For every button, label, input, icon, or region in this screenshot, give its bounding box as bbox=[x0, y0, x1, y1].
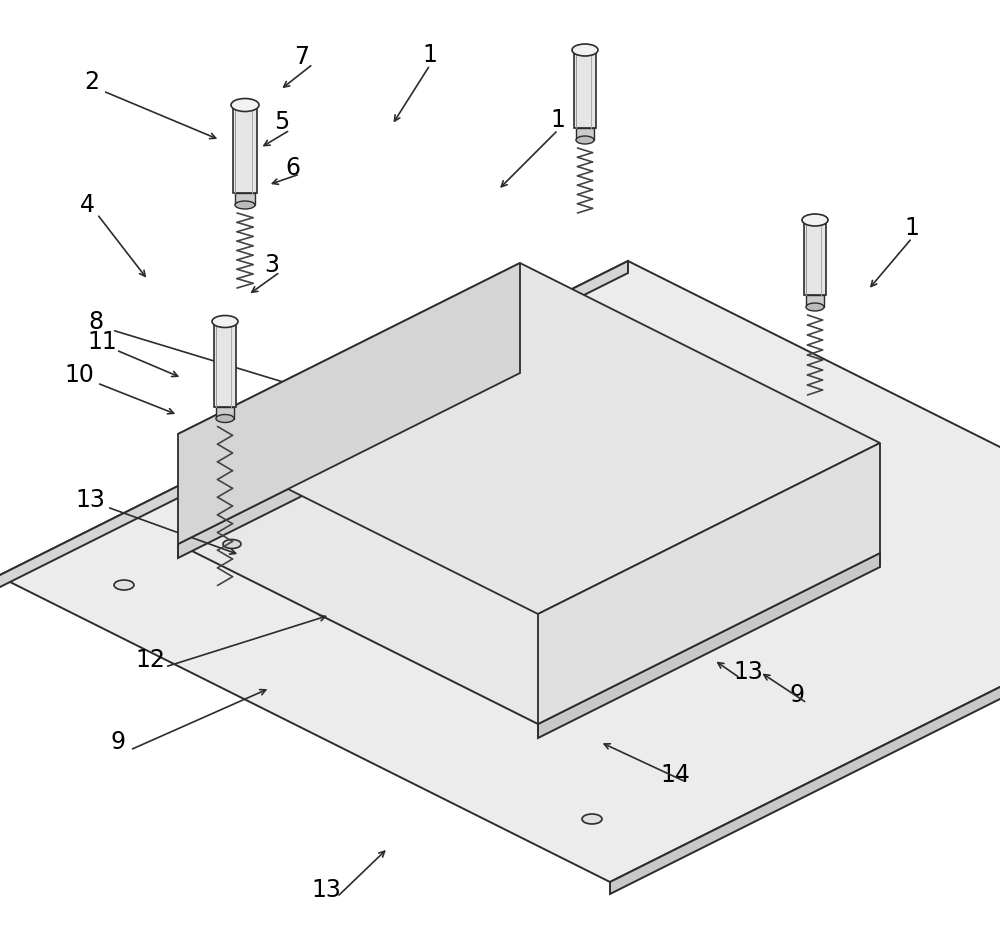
Polygon shape bbox=[803, 479, 809, 592]
Polygon shape bbox=[854, 453, 861, 565]
Polygon shape bbox=[701, 530, 707, 643]
Polygon shape bbox=[574, 50, 596, 128]
Polygon shape bbox=[178, 373, 520, 558]
Text: 2: 2 bbox=[84, 70, 100, 94]
Text: 1: 1 bbox=[551, 108, 565, 132]
Polygon shape bbox=[538, 553, 880, 738]
Text: 12: 12 bbox=[135, 648, 165, 672]
Text: 14: 14 bbox=[660, 763, 690, 787]
Polygon shape bbox=[443, 298, 809, 481]
Polygon shape bbox=[610, 567, 1000, 894]
Polygon shape bbox=[0, 261, 1000, 882]
Ellipse shape bbox=[231, 98, 259, 111]
Polygon shape bbox=[752, 504, 758, 617]
Polygon shape bbox=[804, 220, 826, 295]
Ellipse shape bbox=[572, 44, 598, 56]
Polygon shape bbox=[178, 263, 520, 544]
Polygon shape bbox=[341, 349, 347, 463]
Text: 10: 10 bbox=[64, 363, 94, 387]
Ellipse shape bbox=[817, 548, 835, 558]
Text: 13: 13 bbox=[75, 488, 105, 512]
Ellipse shape bbox=[212, 315, 238, 328]
Text: 13: 13 bbox=[311, 878, 341, 902]
Polygon shape bbox=[178, 373, 880, 724]
Polygon shape bbox=[418, 312, 784, 495]
Polygon shape bbox=[624, 568, 630, 681]
Polygon shape bbox=[235, 193, 255, 205]
Polygon shape bbox=[778, 491, 784, 604]
Text: 8: 8 bbox=[88, 310, 104, 334]
Polygon shape bbox=[264, 388, 630, 571]
Polygon shape bbox=[443, 298, 449, 412]
Polygon shape bbox=[0, 261, 628, 588]
Polygon shape bbox=[187, 427, 193, 540]
Text: 1: 1 bbox=[905, 216, 919, 240]
Polygon shape bbox=[829, 465, 835, 579]
Polygon shape bbox=[448, 504, 610, 585]
Polygon shape bbox=[214, 322, 236, 407]
Text: 3: 3 bbox=[264, 253, 280, 277]
Polygon shape bbox=[392, 324, 398, 437]
Polygon shape bbox=[573, 594, 579, 707]
Polygon shape bbox=[418, 312, 424, 424]
Polygon shape bbox=[469, 285, 475, 398]
Polygon shape bbox=[494, 273, 501, 386]
Polygon shape bbox=[366, 337, 373, 450]
Polygon shape bbox=[238, 401, 245, 514]
Ellipse shape bbox=[216, 414, 234, 423]
Text: 13: 13 bbox=[733, 660, 763, 684]
Polygon shape bbox=[178, 263, 880, 614]
Polygon shape bbox=[556, 558, 610, 603]
Polygon shape bbox=[469, 285, 835, 468]
Text: 5: 5 bbox=[274, 110, 290, 134]
Polygon shape bbox=[213, 413, 219, 527]
Polygon shape bbox=[806, 295, 824, 307]
Polygon shape bbox=[216, 407, 234, 418]
Polygon shape bbox=[233, 105, 257, 193]
Polygon shape bbox=[538, 443, 880, 724]
Polygon shape bbox=[289, 375, 656, 558]
Polygon shape bbox=[213, 413, 579, 597]
Polygon shape bbox=[598, 581, 605, 694]
Polygon shape bbox=[726, 516, 733, 630]
Ellipse shape bbox=[806, 303, 824, 311]
Ellipse shape bbox=[582, 814, 602, 824]
Polygon shape bbox=[315, 362, 321, 476]
Text: 11: 11 bbox=[87, 330, 117, 354]
Polygon shape bbox=[576, 128, 594, 140]
Ellipse shape bbox=[576, 136, 594, 144]
Polygon shape bbox=[366, 337, 733, 520]
Text: 9: 9 bbox=[110, 730, 126, 754]
Text: 1: 1 bbox=[423, 43, 437, 67]
Text: 7: 7 bbox=[294, 45, 310, 69]
Text: 4: 4 bbox=[80, 193, 94, 217]
Polygon shape bbox=[494, 273, 861, 456]
Ellipse shape bbox=[618, 328, 638, 338]
Polygon shape bbox=[649, 555, 656, 668]
Polygon shape bbox=[264, 388, 270, 501]
Ellipse shape bbox=[802, 214, 828, 226]
Ellipse shape bbox=[235, 201, 255, 209]
Polygon shape bbox=[315, 362, 681, 546]
Ellipse shape bbox=[223, 540, 241, 548]
Text: 9: 9 bbox=[790, 683, 804, 707]
Polygon shape bbox=[675, 542, 681, 655]
Polygon shape bbox=[341, 349, 707, 532]
Polygon shape bbox=[547, 606, 553, 719]
Polygon shape bbox=[392, 324, 758, 507]
Polygon shape bbox=[448, 504, 502, 549]
Polygon shape bbox=[238, 401, 605, 584]
Polygon shape bbox=[187, 427, 553, 610]
Ellipse shape bbox=[114, 580, 134, 590]
Text: 6: 6 bbox=[286, 156, 300, 180]
Polygon shape bbox=[289, 375, 296, 488]
